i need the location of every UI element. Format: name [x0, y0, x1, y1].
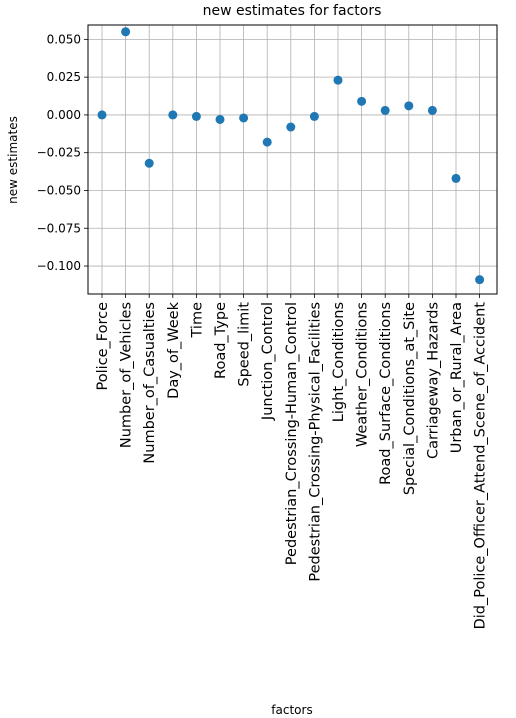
data-point	[239, 113, 249, 123]
data-point	[144, 158, 154, 168]
x-tick-label: Time	[189, 302, 205, 339]
y-tick-label: −0.100	[37, 259, 81, 273]
data-point	[215, 114, 225, 124]
x-tick-label: Road_Surface_Conditions	[378, 302, 394, 485]
x-axis-ticks: Police_Force Number_of_Vehicles Number_of_…	[95, 294, 489, 629]
x-tick-label: Carriageway_Hazards	[425, 302, 441, 459]
x-tick-label: Pedestrian_Crossing-Human_Control	[284, 302, 300, 565]
data-point	[333, 75, 343, 85]
data-point	[427, 105, 437, 115]
y-tick-label: 0.000	[47, 108, 81, 122]
y-tick-label: 0.050	[47, 32, 81, 46]
x-tick-label: Number_of_Vehicles	[119, 302, 135, 448]
chart-title: new estimates for factors	[203, 3, 382, 19]
x-tick-label: Junction_Control	[260, 302, 276, 421]
x-axis-label: factors	[271, 703, 312, 717]
grid-lines	[88, 25, 497, 294]
plot-frame	[87, 24, 498, 295]
y-axis-ticks: 0.050 0.025 0.000 −0.025 −0.050 −0.075 −0.100	[37, 32, 88, 273]
y-axis-label: new estimates	[6, 116, 20, 204]
data-point	[97, 110, 107, 120]
x-tick-label: Did_Police_Officer_Attend_Scene_of_Accid…	[473, 302, 489, 630]
x-tick-label: Police_Force	[95, 302, 111, 391]
data-point	[475, 275, 485, 285]
y-tick-label: −0.075	[37, 221, 81, 235]
data-point	[309, 111, 319, 121]
x-tick-label: Speed_limit	[237, 302, 253, 387]
data-points	[97, 27, 485, 285]
x-tick-label: Urban_or_Rural_Area	[449, 302, 465, 453]
data-point	[168, 110, 178, 120]
x-tick-label: Pedestrian_Crossing-Physical_Facilities	[307, 302, 323, 582]
data-point	[121, 27, 131, 37]
data-point	[451, 173, 461, 183]
data-point	[357, 96, 367, 106]
x-tick-label: Road_Type	[213, 302, 229, 379]
x-tick-label: Weather_Conditions	[355, 302, 371, 447]
y-tick-label: −0.025	[37, 146, 81, 160]
data-point	[262, 137, 272, 147]
data-point	[380, 105, 390, 115]
x-tick-label: Day_of_Week	[166, 301, 182, 398]
data-point	[404, 101, 414, 111]
y-tick-label: −0.050	[37, 183, 81, 197]
data-point	[286, 122, 296, 132]
x-tick-label: Special_Conditions_at_Site	[402, 302, 418, 495]
x-tick-label: Number_of_Casualties	[142, 302, 158, 464]
x-tick-label: Light_Conditions	[331, 302, 347, 422]
data-point	[191, 111, 201, 121]
y-tick-label: 0.025	[47, 70, 81, 84]
